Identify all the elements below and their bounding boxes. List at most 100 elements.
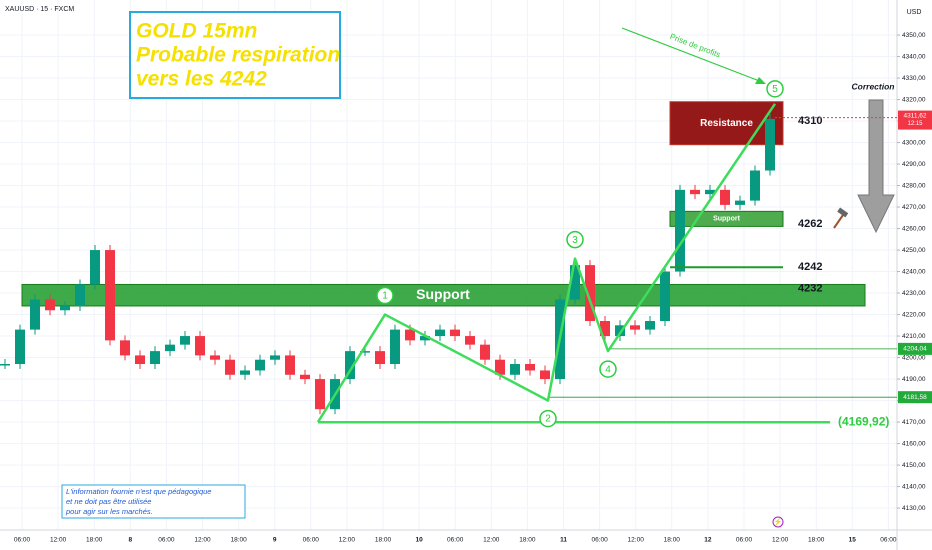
candle	[300, 374, 310, 380]
title-line: vers les 4242	[136, 68, 267, 91]
low-line-label: (4169,92)	[838, 414, 889, 428]
time-tick-label: 12:00	[483, 537, 500, 544]
hammer-icon	[833, 207, 849, 229]
candle	[630, 325, 640, 330]
time-tick-label: 18:00	[519, 537, 536, 544]
candle	[90, 250, 100, 285]
price-tick-label: 4250,00	[902, 247, 926, 254]
disclaimer-box	[61, 484, 246, 519]
price-tick-label: 4240,00	[902, 268, 926, 275]
time-tick-label: 06:00	[303, 537, 320, 544]
candle	[60, 305, 70, 311]
arrow-head	[755, 77, 766, 84]
current-price-tag	[898, 110, 932, 130]
candle	[360, 351, 370, 353]
candle	[615, 325, 625, 337]
take-profit-arrow	[621, 27, 763, 83]
candle	[705, 189, 715, 195]
time-tick-label: 18:00	[375, 537, 392, 544]
candle	[30, 299, 40, 330]
price-tick-label: 4190,00	[902, 376, 926, 383]
zone	[669, 101, 784, 146]
title-line: Probable respiration	[136, 44, 340, 67]
time-tick-label: 06:00	[14, 537, 31, 544]
wave-label: 2	[545, 414, 551, 425]
candle	[405, 329, 415, 341]
time-tick-label: 18:00	[664, 537, 681, 544]
time-tick-label: 12:00	[772, 537, 789, 544]
zone	[669, 210, 784, 227]
time-tick-label: 12:00	[628, 537, 645, 544]
time-tick-label: 06:00	[736, 537, 753, 544]
candle	[750, 170, 760, 201]
candle	[375, 351, 385, 365]
candle	[600, 321, 610, 337]
candle	[450, 329, 460, 337]
candle	[180, 336, 190, 345]
candle	[480, 344, 490, 360]
level-label: 4310	[798, 115, 822, 127]
symbol: XAUUSD · 15 · FXCM	[5, 6, 74, 13]
price-tick-label: 4340,00	[902, 53, 926, 60]
disclaimer-line: L'information fournie n'est que pédagogi…	[66, 487, 211, 496]
candle	[540, 370, 550, 380]
time-tick-label: 8	[128, 537, 132, 544]
price-tick-label: 4130,00	[902, 505, 926, 512]
wave-marker	[766, 80, 784, 98]
price-tick-label: 4220,00	[902, 311, 926, 318]
candle	[150, 351, 160, 365]
price-tick-label: 4160,00	[902, 440, 926, 447]
price-tick-label: 4150,00	[902, 462, 926, 469]
title-box	[129, 11, 341, 99]
candle	[585, 265, 595, 322]
wave-label: 4	[605, 364, 611, 375]
wave-marker	[599, 360, 617, 378]
candle	[465, 336, 475, 345]
candle	[75, 284, 85, 306]
time-tick-label: 11	[560, 537, 567, 544]
candle	[270, 355, 280, 360]
price-tick-label: 4170,00	[902, 419, 926, 426]
candle	[435, 329, 445, 337]
candle	[225, 359, 235, 375]
candle	[720, 189, 730, 205]
candle	[420, 336, 430, 341]
candle	[15, 329, 25, 365]
time-tick-label: 12:00	[50, 537, 67, 544]
time-tick-label: 10	[415, 537, 423, 544]
candle	[165, 344, 175, 352]
candle	[195, 336, 205, 356]
time-tick-label: 18:00	[86, 537, 103, 544]
level-label: 4242	[798, 261, 822, 273]
candle	[255, 359, 265, 371]
price-tick-label: 4350,00	[902, 32, 926, 39]
disclaimer-line: pour agir sur les marchés.	[65, 507, 153, 516]
candle	[735, 200, 745, 205]
level-label: 4232	[798, 283, 822, 295]
candle	[45, 299, 55, 311]
time-tick-label: 12:00	[194, 537, 211, 544]
price-tick-label: 4210,00	[902, 333, 926, 340]
price-tick-label: 4200,00	[902, 354, 926, 361]
candle	[495, 359, 505, 375]
price-tag-label: 4204,04	[903, 346, 927, 353]
candle	[675, 189, 685, 272]
price-tick-label: 4280,00	[902, 182, 926, 189]
candle	[240, 370, 250, 375]
price-tick-label: 4300,00	[902, 139, 926, 146]
event-icon[interactable]	[772, 516, 784, 528]
disclaimer-line: et ne doit pas être utilisée	[66, 497, 151, 506]
time-tick-label: 18:00	[808, 537, 825, 544]
candle	[120, 340, 130, 356]
candle	[390, 329, 400, 365]
price-tick-label: 4320,00	[902, 96, 926, 103]
time-tick-label: 12	[704, 537, 712, 544]
zone-label: Support	[713, 216, 740, 223]
wave-path	[316, 103, 777, 423]
candle	[105, 250, 115, 341]
price-tick-label: 4140,00	[902, 483, 926, 490]
candle	[285, 355, 295, 375]
candle	[0, 364, 10, 366]
zone	[21, 283, 866, 307]
price-tick-label: 4330,00	[902, 75, 926, 82]
